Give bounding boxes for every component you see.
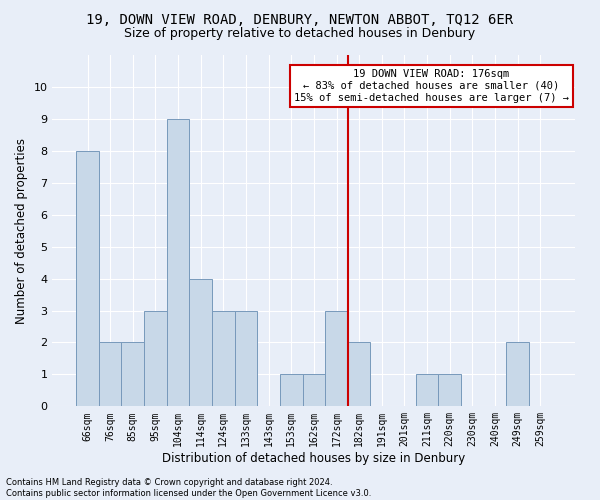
- Bar: [325, 310, 348, 406]
- Bar: [348, 342, 370, 406]
- Bar: [167, 119, 190, 406]
- Bar: [506, 342, 529, 406]
- Bar: [280, 374, 302, 406]
- Bar: [302, 374, 325, 406]
- Text: 19 DOWN VIEW ROAD: 176sqm
← 83% of detached houses are smaller (40)
15% of semi-: 19 DOWN VIEW ROAD: 176sqm ← 83% of detac…: [294, 70, 569, 102]
- Text: Contains HM Land Registry data © Crown copyright and database right 2024.
Contai: Contains HM Land Registry data © Crown c…: [6, 478, 371, 498]
- Bar: [235, 310, 257, 406]
- Bar: [99, 342, 121, 406]
- Bar: [190, 278, 212, 406]
- Bar: [212, 310, 235, 406]
- Text: Size of property relative to detached houses in Denbury: Size of property relative to detached ho…: [124, 28, 476, 40]
- Bar: [121, 342, 144, 406]
- Text: 19, DOWN VIEW ROAD, DENBURY, NEWTON ABBOT, TQ12 6ER: 19, DOWN VIEW ROAD, DENBURY, NEWTON ABBO…: [86, 12, 514, 26]
- Y-axis label: Number of detached properties: Number of detached properties: [15, 138, 28, 324]
- Bar: [144, 310, 167, 406]
- X-axis label: Distribution of detached houses by size in Denbury: Distribution of detached houses by size …: [162, 452, 466, 465]
- Bar: [76, 151, 99, 406]
- Bar: [416, 374, 439, 406]
- Bar: [439, 374, 461, 406]
